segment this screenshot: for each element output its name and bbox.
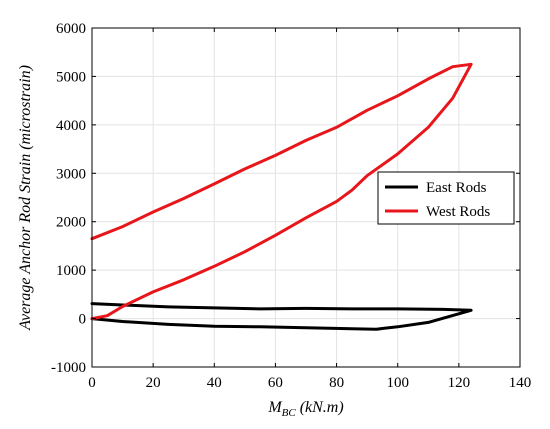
legend-label: West Rods: [426, 204, 490, 220]
y-tick-label: 0: [79, 312, 87, 328]
x-tick-label: 60: [268, 375, 283, 391]
x-axis-label-main: M: [267, 399, 283, 416]
y-tick-label: 2000: [56, 215, 86, 231]
x-tick-label: 140: [509, 375, 532, 391]
y-tick-label: 3000: [56, 166, 86, 182]
y-tick-label: 4000: [56, 118, 86, 134]
y-tick-label: -1000: [51, 360, 86, 376]
series-line-2: [90, 62, 473, 321]
legend-box: [377, 171, 515, 225]
y-tick-label: 1000: [56, 263, 86, 279]
x-axis-label-sub: BC: [282, 407, 297, 419]
x-axis-label: MBC (kN.m): [267, 399, 343, 419]
x-tick-label: 20: [146, 375, 161, 391]
plot-frame: [91, 27, 521, 368]
y-axis-label: Average Anchor Rod Strain (microstrain): [17, 65, 34, 331]
y-tick-label: 5000: [56, 69, 86, 85]
ticks: 0 20 40 60 80 100 120 140-100001000200030004000…: [51, 21, 531, 391]
legend-label: East Rods: [426, 180, 487, 196]
x-tick-label: 40: [207, 375, 222, 391]
x-tick-label: 0: [88, 375, 96, 391]
y-tick-label: 6000: [56, 21, 86, 37]
x-tick-label: 100: [386, 375, 409, 391]
series-layer: [90, 62, 473, 331]
x-axis-label-rest: (kN.m): [296, 399, 344, 416]
series-line-1: [90, 302, 473, 331]
legend: East Rods West Rods: [377, 171, 515, 225]
x-tick-label: 120: [448, 375, 471, 391]
x-tick-label: 80: [329, 375, 344, 391]
